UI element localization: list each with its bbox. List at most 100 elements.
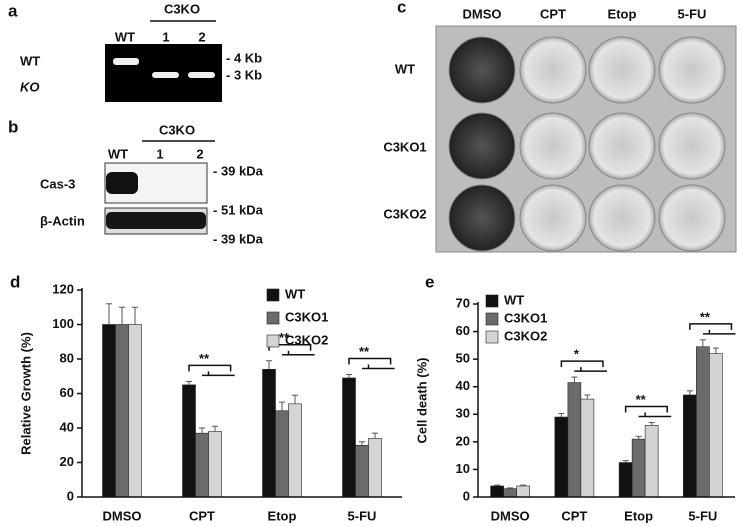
- legend-label: C3KO2: [504, 328, 547, 343]
- y-tick-label: 10: [456, 461, 470, 476]
- y-tick-label: 20: [456, 433, 470, 448]
- well: [519, 184, 587, 252]
- column-label: 5-FU: [678, 6, 707, 21]
- x-tick-label: CPT: [189, 508, 215, 523]
- x-tick-label: DMSO: [491, 508, 530, 523]
- bracket: [624, 405, 672, 418]
- well: [588, 36, 656, 104]
- well: [658, 112, 726, 180]
- row-label: C3KO2: [383, 206, 426, 221]
- y-tick-label: 60: [456, 323, 470, 338]
- y-tick-label: 20: [60, 454, 74, 469]
- legend-label: C3KO1: [285, 309, 328, 324]
- legend-swatch: [485, 294, 499, 308]
- y-axis-title: Cell death (%): [414, 358, 429, 444]
- row-label: WT: [395, 61, 415, 76]
- y-tick-label: 40: [60, 419, 74, 434]
- bar: [102, 324, 116, 498]
- row-label: C3KO1: [383, 139, 426, 154]
- column-label: CPT: [540, 6, 566, 21]
- bar: [195, 432, 209, 498]
- bar: [342, 377, 356, 498]
- legend-label: WT: [504, 292, 524, 307]
- lane-label: 1: [162, 29, 169, 44]
- well: [658, 184, 726, 252]
- y-tick-label: 0: [67, 488, 74, 503]
- group-label: C3KO: [159, 122, 195, 137]
- annotation: **: [700, 309, 711, 324]
- panel-label: b: [8, 117, 18, 136]
- bar: [567, 382, 582, 498]
- x-tick-label: 5-FU: [688, 508, 717, 523]
- panel-label: a: [8, 1, 18, 20]
- band: [188, 72, 215, 78]
- band: [106, 212, 206, 229]
- row-label: KO: [20, 79, 40, 94]
- legend-label: WT: [285, 286, 305, 301]
- legend-swatch: [266, 334, 280, 348]
- legend-label: C3KO1: [504, 310, 547, 325]
- bar: [580, 398, 595, 498]
- legend-swatch: [266, 311, 280, 325]
- marker-label: - 39 kDa: [213, 163, 264, 178]
- row-label: Cas-3: [40, 176, 75, 191]
- annotation: *: [574, 347, 580, 362]
- well: [658, 36, 726, 104]
- y-axis-title: Relative Growth (%): [18, 332, 33, 455]
- annotation: **: [279, 330, 290, 345]
- bracket: [348, 357, 395, 370]
- y-tick-label: 50: [456, 351, 470, 366]
- bar: [631, 438, 646, 498]
- bar: [262, 369, 276, 498]
- bar: [275, 410, 289, 498]
- lane-label: WT: [108, 146, 128, 161]
- bar: [554, 416, 569, 498]
- bar: [208, 431, 222, 498]
- well: [448, 112, 516, 180]
- annotation: **: [199, 351, 210, 366]
- bar: [368, 438, 382, 498]
- bar: [503, 488, 517, 498]
- bracket: [188, 364, 235, 377]
- legend-swatch: [485, 330, 499, 344]
- x-tick-label: Etop: [268, 508, 297, 523]
- lane-label: 1: [156, 146, 163, 161]
- x-tick-label: Etop: [624, 508, 653, 523]
- bar: [709, 353, 723, 498]
- bar: [516, 485, 530, 498]
- bracket: [689, 323, 736, 335]
- annotation: **: [636, 392, 647, 407]
- group-label: C3KO: [164, 1, 200, 16]
- well: [588, 184, 656, 252]
- bar: [618, 462, 633, 498]
- bar: [355, 444, 369, 498]
- bracket: [560, 360, 607, 372]
- y-tick-label: 60: [60, 385, 74, 400]
- well: [448, 184, 516, 252]
- well: [448, 36, 516, 104]
- lane-label: 2: [198, 29, 205, 44]
- y-tick-label: 0: [463, 488, 470, 503]
- bracket: [268, 343, 315, 356]
- well: [519, 36, 587, 104]
- legend-swatch: [485, 312, 499, 326]
- band: [106, 172, 138, 194]
- bar: [128, 324, 142, 498]
- panel-label: e: [425, 272, 434, 291]
- column-label: DMSO: [463, 6, 502, 21]
- bar: [115, 324, 129, 498]
- lane-label: WT: [115, 29, 135, 44]
- well: [588, 112, 656, 180]
- y-tick-label: 120: [52, 281, 74, 296]
- bar: [696, 346, 710, 498]
- bar: [490, 485, 504, 498]
- marker-label: - 4 Kb: [226, 50, 262, 65]
- bar: [182, 384, 196, 498]
- bar: [288, 403, 302, 498]
- marker-label: - 51 kDa: [213, 202, 264, 217]
- legend-swatch: [266, 288, 280, 302]
- bar: [683, 394, 697, 498]
- y-tick-label: 70: [456, 295, 470, 310]
- x-tick-label: CPT: [561, 508, 587, 523]
